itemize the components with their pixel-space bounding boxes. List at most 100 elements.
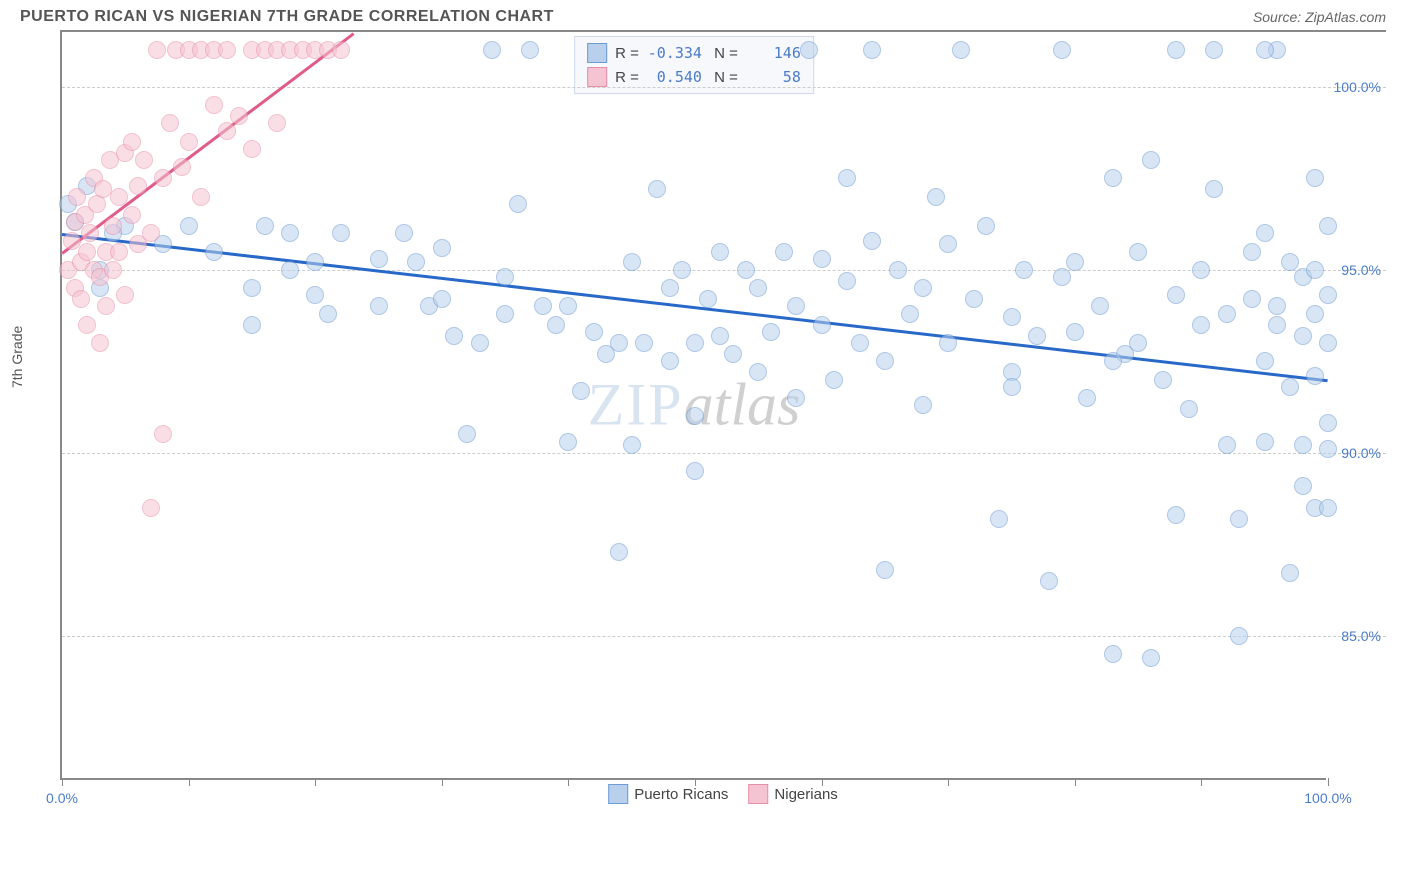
chart-title: PUERTO RICAN VS NIGERIAN 7TH GRADE CORRE… [20,8,554,26]
legend-swatch [608,784,628,804]
scatter-point [1167,286,1185,304]
scatter-point [838,272,856,290]
scatter-point [521,41,539,59]
scatter-point [319,305,337,323]
legend-swatch [587,43,607,63]
x-tick [442,778,443,786]
scatter-point [78,243,96,261]
scatter-point [1167,506,1185,524]
scatter-point [952,41,970,59]
scatter-point [939,235,957,253]
scatter-point [135,151,153,169]
scatter-point [332,41,350,59]
scatter-point [243,279,261,297]
scatter-point [1066,253,1084,271]
x-tick [1075,778,1076,786]
scatter-point [1003,378,1021,396]
scatter-point [407,253,425,271]
scatter-point [914,279,932,297]
scatter-point [711,327,729,345]
r-label: R = [615,45,639,62]
scatter-point [1319,414,1337,432]
scatter-point [1306,261,1324,279]
scatter-point [218,41,236,59]
chart-container: 7th Grade ZIPatlas R =-0.334 N =146R =0.… [60,30,1386,810]
scatter-point [1015,261,1033,279]
scatter-point [1268,316,1286,334]
scatter-point [1167,41,1185,59]
watermark: ZIPatlas [588,371,801,440]
scatter-point [205,96,223,114]
scatter-point [148,41,166,59]
scatter-point [256,217,274,235]
chart-source: Source: ZipAtlas.com [1253,9,1386,25]
scatter-point [813,250,831,268]
scatter-point [81,224,99,242]
scatter-point [1129,243,1147,261]
scatter-point [72,290,90,308]
x-tick [189,778,190,786]
scatter-point [813,316,831,334]
x-tick-label: 100.0% [1304,790,1351,806]
scatter-point [1294,436,1312,454]
scatter-point [458,425,476,443]
scatter-point [749,363,767,381]
scatter-point [1243,243,1261,261]
scatter-point [1306,169,1324,187]
scatter-point [445,327,463,345]
n-value: 146 [746,44,801,62]
scatter-point [711,243,729,261]
scatter-point [686,334,704,352]
gridline-h [62,87,1386,88]
scatter-point [243,140,261,158]
scatter-point [825,371,843,389]
legend-item: Puerto Ricans [608,784,728,804]
scatter-point [939,334,957,352]
chart-header: PUERTO RICAN VS NIGERIAN 7TH GRADE CORRE… [0,0,1406,30]
scatter-point [661,352,679,370]
n-label: N = [710,69,738,86]
scatter-point [610,334,628,352]
scatter-point [762,323,780,341]
scatter-point [496,268,514,286]
scatter-point [851,334,869,352]
scatter-point [673,261,691,279]
y-tick-label: 95.0% [1341,262,1381,278]
r-value: -0.334 [647,44,702,62]
scatter-point [1003,308,1021,326]
y-tick-label: 100.0% [1334,79,1381,95]
scatter-point [1281,564,1299,582]
scatter-point [686,462,704,480]
scatter-point [123,206,141,224]
scatter-point [927,188,945,206]
scatter-point [863,41,881,59]
scatter-point [161,114,179,132]
scatter-point [471,334,489,352]
scatter-point [1319,440,1337,458]
scatter-point [1104,645,1122,663]
scatter-point [110,188,128,206]
scatter-point [1281,253,1299,271]
scatter-point [91,334,109,352]
scatter-point [154,425,172,443]
scatter-point [94,180,112,198]
scatter-point [724,345,742,363]
legend-item: Nigerians [748,784,837,804]
scatter-point [863,232,881,250]
scatter-point [268,114,286,132]
scatter-point [1256,41,1274,59]
scatter-point [1028,327,1046,345]
scatter-point [1142,649,1160,667]
y-axis-label: 7th Grade [9,326,25,388]
x-tick [315,778,316,786]
scatter-point [370,297,388,315]
scatter-point [483,41,501,59]
r-value: 0.540 [647,68,702,86]
scatter-point [1154,371,1172,389]
legend-row: R =0.540 N =58 [587,65,801,89]
scatter-point [281,224,299,242]
scatter-point [332,224,350,242]
y-tick-label: 90.0% [1341,445,1381,461]
scatter-point [914,396,932,414]
scatter-point [623,436,641,454]
